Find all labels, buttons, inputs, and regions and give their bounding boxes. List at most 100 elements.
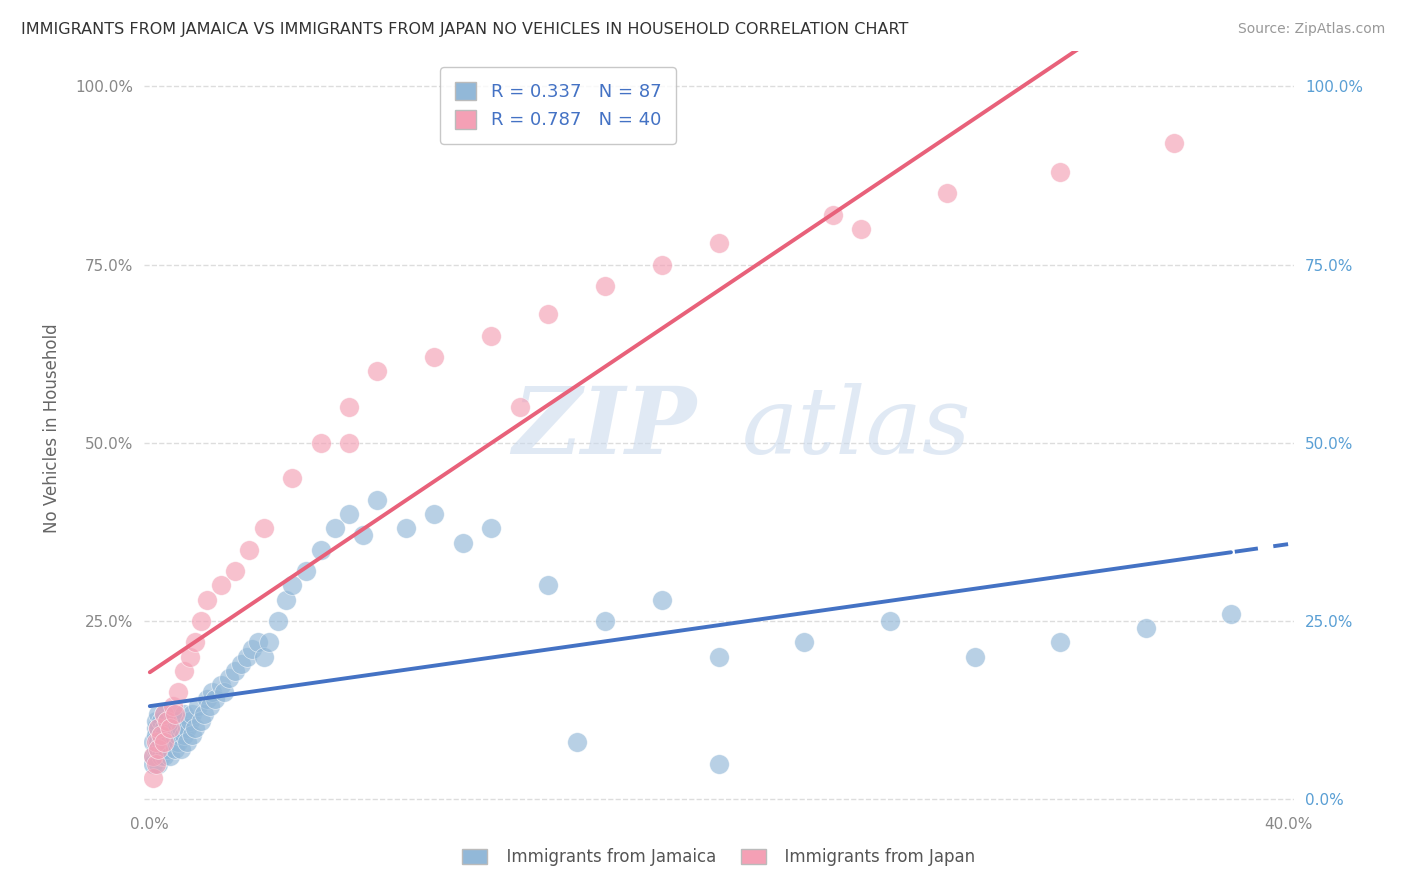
Point (145, 735, 167, 749)
Point (451, 535, 474, 549)
Point (209, 678, 232, 692)
Point (246, 635, 269, 649)
Point (707, 236, 730, 251)
Point (156, 742, 179, 756)
Point (281, 471, 304, 485)
Point (148, 742, 170, 756)
Point (142, 756, 165, 771)
Point (651, 592, 673, 607)
Point (707, 649, 730, 664)
Point (352, 528, 374, 542)
Point (479, 521, 502, 535)
Point (276, 592, 298, 607)
Point (145, 714, 167, 728)
Point (537, 308, 560, 322)
Point (159, 749, 181, 764)
Point (309, 435, 332, 450)
Point (162, 735, 184, 749)
Point (159, 721, 181, 735)
Text: IMMIGRANTS FROM JAMAICA VS IMMIGRANTS FROM JAPAN NO VEHICLES IN HOUSEHOLD CORREL: IMMIGRANTS FROM JAMAICA VS IMMIGRANTS FR… (21, 22, 908, 37)
Point (190, 614, 212, 628)
Point (479, 328, 502, 343)
Point (142, 749, 165, 764)
Point (1163, 136, 1185, 151)
Point (156, 714, 179, 728)
Point (253, 521, 276, 535)
Point (150, 728, 173, 742)
Point (156, 714, 179, 728)
Point (793, 635, 815, 649)
Point (267, 614, 290, 628)
Point (153, 728, 176, 742)
Point (295, 564, 318, 578)
Point (145, 756, 167, 771)
Point (707, 756, 730, 771)
Point (167, 714, 190, 728)
Point (165, 742, 187, 756)
Point (156, 735, 179, 749)
Legend: R = 0.337   N = 87, R = 0.787   N = 40: R = 0.337 N = 87, R = 0.787 N = 40 (440, 67, 676, 144)
Point (423, 507, 446, 521)
Point (1049, 165, 1071, 179)
Point (150, 735, 173, 749)
Point (142, 771, 165, 785)
Point (235, 649, 257, 664)
Point (281, 578, 304, 592)
Point (159, 728, 181, 742)
Point (565, 735, 588, 749)
Point (218, 671, 240, 685)
Y-axis label: No Vehicles in Household: No Vehicles in Household (44, 324, 60, 533)
Point (176, 735, 198, 749)
Point (323, 521, 346, 535)
Point (821, 208, 844, 222)
Point (195, 592, 218, 607)
Point (651, 258, 673, 272)
Point (337, 400, 360, 414)
Point (195, 692, 218, 706)
Point (253, 649, 276, 664)
Point (1220, 607, 1243, 621)
Point (153, 749, 176, 764)
Point (224, 564, 246, 578)
Point (165, 721, 187, 735)
Point (153, 721, 176, 735)
Point (150, 749, 173, 764)
Point (162, 699, 184, 714)
Point (167, 728, 190, 742)
Point (167, 735, 190, 749)
Point (145, 721, 167, 735)
Point (879, 614, 901, 628)
Point (193, 706, 215, 721)
Point (165, 706, 187, 721)
Point (142, 735, 165, 749)
Point (212, 685, 235, 699)
Point (366, 364, 388, 378)
Point (259, 635, 281, 649)
Point (204, 692, 226, 706)
Point (593, 279, 616, 293)
Point (170, 742, 193, 756)
Point (337, 435, 360, 450)
Point (229, 657, 252, 671)
Point (159, 721, 181, 735)
Point (179, 714, 201, 728)
Point (181, 706, 204, 721)
Point (198, 699, 221, 714)
Point (176, 721, 198, 735)
Point (366, 492, 388, 507)
Text: ZIP: ZIP (512, 384, 696, 474)
Point (184, 721, 207, 735)
Point (153, 742, 176, 756)
Point (309, 542, 332, 557)
Point (150, 728, 173, 742)
Point (181, 728, 204, 742)
Point (935, 186, 957, 201)
Point (1049, 635, 1071, 649)
Point (963, 649, 986, 664)
Point (150, 714, 173, 728)
Point (240, 642, 263, 657)
Point (337, 507, 360, 521)
Point (173, 706, 195, 721)
Point (187, 699, 209, 714)
Point (173, 664, 195, 678)
